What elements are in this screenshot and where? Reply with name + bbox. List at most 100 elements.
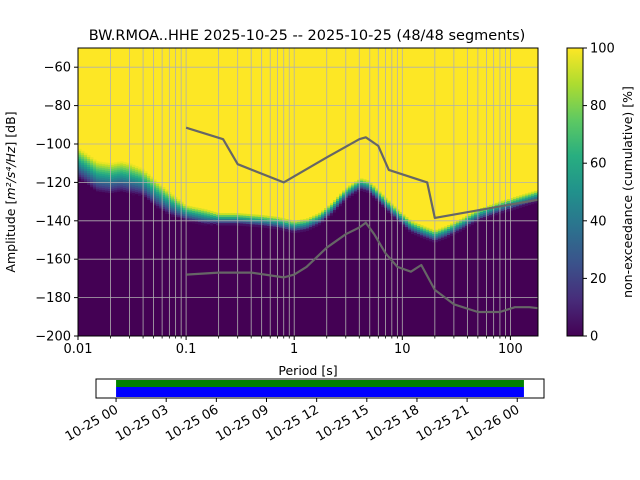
heatmap-cell xyxy=(369,186,373,190)
heatmap-column xyxy=(162,187,166,336)
heatmap-cell xyxy=(402,216,406,220)
heatmap-cell xyxy=(138,175,142,178)
heatmap-cell xyxy=(333,206,337,209)
heatmap-cell xyxy=(132,192,136,196)
heatmap-cell xyxy=(522,204,526,207)
heatmap-column xyxy=(312,215,316,336)
heatmap-cell xyxy=(114,184,118,187)
heatmap-column xyxy=(309,217,313,336)
heatmap-cell xyxy=(450,231,454,235)
colorbar: 0 20 40 60 80 100 non-exceedance (cumulative)… xyxy=(566,42,635,345)
heatmap-cell xyxy=(195,209,199,213)
heatmap-cell xyxy=(444,226,448,229)
heatmap-cell xyxy=(78,172,82,176)
heatmap-cell xyxy=(495,214,499,336)
heatmap-cell xyxy=(216,222,220,226)
heatmap-cell xyxy=(99,181,103,185)
heatmap-cell xyxy=(114,162,118,165)
heatmap-cell xyxy=(129,179,133,183)
heatmap-column xyxy=(462,217,466,336)
heatmap-cell xyxy=(81,156,85,160)
heatmap-cell xyxy=(96,169,100,172)
heatmap-cell xyxy=(288,231,292,336)
heatmap-cell xyxy=(93,161,97,164)
heatmap-cell xyxy=(435,235,439,239)
heatmap-cell xyxy=(354,185,358,188)
heatmap-cell xyxy=(213,211,217,215)
heatmap-cell xyxy=(273,222,277,226)
heatmap-cell xyxy=(117,173,121,177)
heatmap-column xyxy=(78,148,82,336)
heatmap-column xyxy=(198,208,202,336)
heatmap-cell xyxy=(249,225,253,336)
heatmap-cell xyxy=(477,219,481,222)
heatmap-cell xyxy=(429,238,433,242)
heatmap-cell xyxy=(459,225,463,228)
heatmap-cell xyxy=(369,192,373,196)
heatmap-cell xyxy=(147,191,151,195)
heatmap-cell xyxy=(213,221,217,225)
heatmap-cell xyxy=(333,210,337,213)
heatmap-cell xyxy=(456,224,460,228)
heatmap-cell xyxy=(321,221,325,336)
heatmap-cell xyxy=(87,175,91,178)
heatmap-cell xyxy=(510,198,514,201)
heatmap-cell xyxy=(153,187,157,190)
heatmap-column xyxy=(291,220,295,336)
heatmap-cell xyxy=(78,170,82,174)
heatmap-cell xyxy=(351,189,355,193)
heatmap-cell xyxy=(228,215,232,218)
heatmap-cell xyxy=(312,221,316,225)
heatmap-cell xyxy=(465,215,469,219)
heatmap-cell xyxy=(345,193,349,197)
heatmap-cell xyxy=(192,208,196,212)
heatmap-cell xyxy=(468,224,472,227)
heatmap-cell xyxy=(156,205,160,209)
heatmap-cell xyxy=(108,183,112,186)
heatmap-cell xyxy=(411,227,415,230)
heatmap-cell xyxy=(273,224,277,228)
heatmap-cell xyxy=(468,222,472,225)
heatmap-cell xyxy=(372,189,376,193)
heatmap-cell xyxy=(534,196,538,200)
heatmap-cell xyxy=(336,208,340,336)
heatmap-cell xyxy=(231,213,235,216)
heatmap-cell xyxy=(105,162,109,166)
heatmap-cell xyxy=(129,173,133,177)
heatmap-cell xyxy=(267,215,271,219)
heatmap-cell xyxy=(309,228,313,336)
heatmap-cell xyxy=(99,183,103,187)
heatmap-column xyxy=(117,161,121,336)
heatmap-cell xyxy=(381,200,385,204)
heatmap-cell xyxy=(120,165,124,168)
heatmap-cell xyxy=(108,189,112,192)
heatmap-cell xyxy=(300,231,304,336)
heatmap-cell xyxy=(204,223,208,226)
heatmap-cell xyxy=(348,197,352,336)
heatmap-column xyxy=(336,196,340,336)
heatmap-cell xyxy=(420,225,424,228)
coverage-tick-label: 10-25 06 xyxy=(163,402,221,444)
y-tick-label: −180 xyxy=(35,291,71,306)
heatmap-cell xyxy=(132,190,136,194)
heatmap-cell xyxy=(291,230,295,233)
heatmap-cell xyxy=(450,227,454,231)
heatmap-cell xyxy=(222,224,226,336)
heatmap-cell xyxy=(216,224,220,336)
heatmap-cell xyxy=(447,236,451,336)
heatmap-cell xyxy=(240,223,244,226)
heatmap-cell xyxy=(393,210,397,213)
heatmap-column xyxy=(489,204,493,336)
colorbar-frame xyxy=(566,47,584,337)
heatmap-cell xyxy=(81,174,85,178)
heatmap-cell xyxy=(78,148,82,152)
heatmap-column xyxy=(513,197,517,336)
heatmap-cell xyxy=(126,188,130,192)
heatmap-cell xyxy=(363,183,367,186)
heatmap-cell xyxy=(120,177,124,180)
heatmap-cell xyxy=(84,162,88,166)
heatmap-cell xyxy=(489,210,493,214)
heatmap-cell xyxy=(102,182,106,185)
heatmap-cell xyxy=(159,188,163,191)
heatmap-cell xyxy=(381,198,385,202)
